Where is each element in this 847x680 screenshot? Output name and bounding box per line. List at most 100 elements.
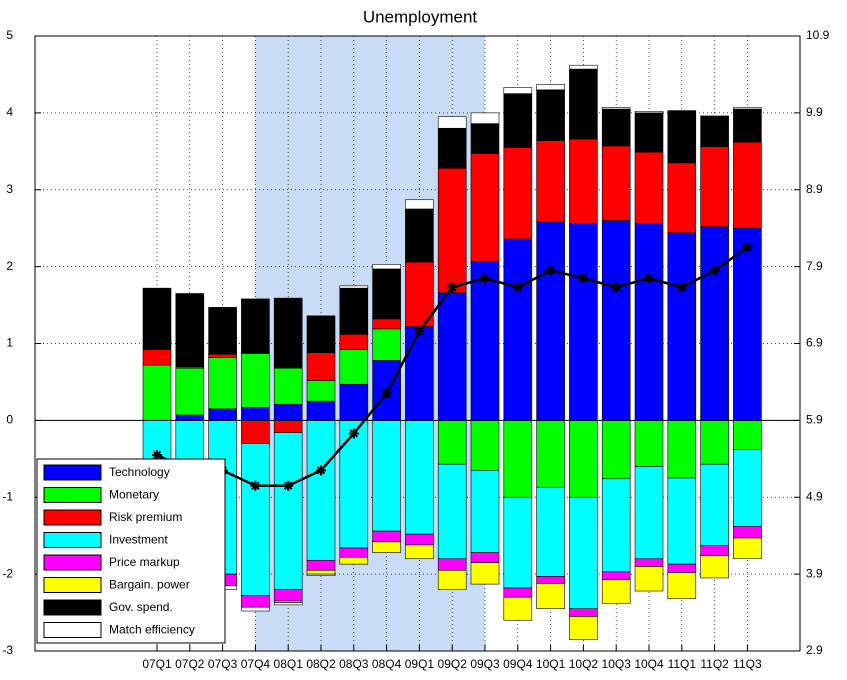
bar-segment [470,112,500,124]
bar-segment [536,576,565,584]
bar-segment [700,545,729,556]
marker [381,388,392,399]
bar-segment [733,227,762,421]
bar-segment [437,292,467,421]
x-tick-label: 09Q1 [405,657,435,671]
bar-segment [175,293,205,367]
x-tick-label: 08Q4 [372,657,402,671]
bar-segment [372,530,401,543]
bar-segment [569,138,598,224]
bar-segment [339,547,369,558]
bar-segment [208,408,237,421]
marker [414,326,425,337]
bar-segment [634,466,664,560]
marker [316,465,326,476]
marker [578,273,589,284]
bar-segment [601,478,631,573]
bar-segment [142,287,172,350]
bar-segment [306,569,336,575]
marker [512,282,523,293]
bar-segment [667,572,697,600]
x-tick-label: 10Q1 [536,657,566,671]
bar-segment [273,420,303,433]
bar-segment [437,116,467,129]
bar-segment [503,420,533,498]
bar-segment [273,602,303,606]
bar-segment [503,87,533,94]
bar-segment [536,140,565,223]
bar-segment [306,573,336,576]
bar-segment [601,107,631,110]
legend-label: Monetary [109,488,159,502]
bar-segment [569,496,598,610]
bar-segment [339,285,369,289]
y-tick-label: 3 [6,182,13,196]
bar-segment [306,420,336,561]
bar-segment [601,420,631,480]
bar-segment [142,364,172,421]
bar-segment [175,414,205,421]
bar-segment [503,147,533,240]
legend-label: Bargain. power [109,578,190,592]
bar-segment [569,608,598,617]
bar-segment [667,420,697,479]
bar-segment [601,579,631,604]
legend-swatch [43,622,102,638]
x-tick-label: 09Q3 [470,657,500,671]
bar-segment [503,587,533,598]
bar-segment [733,537,762,560]
bar-segment [733,141,762,229]
bar-segment [437,569,467,590]
bar-segment [273,432,303,590]
legend-label: Match efficiency [109,623,195,637]
bar-segment [372,268,401,320]
bar-segment [536,420,565,488]
bar-segment [667,232,697,421]
x-tick-label: 09Q4 [503,657,533,671]
y-tick-label: 2 [6,259,13,273]
bar-segment [306,380,336,402]
bar-segment [208,357,237,410]
bar-segment [700,146,729,227]
bar-segment [437,167,467,294]
bar-segment [634,420,664,467]
y-tick-label: -1 [2,489,13,503]
y-tick-label: 5 [6,28,13,42]
bar-segment [437,463,467,560]
bar-segment [339,349,369,385]
x-tick-label: 09Q2 [438,657,468,671]
legend-swatch [43,487,102,503]
bar-segment [437,127,467,169]
y-tick-label: -2 [2,566,13,580]
bar-segment [733,526,762,539]
y2-tick-label: 7.9 [806,259,823,273]
bar-segment [405,533,434,546]
marker [152,449,162,460]
marker [676,282,687,293]
bar-segment [700,420,729,465]
x-tick-label: 11Q1 [668,657,697,671]
bar-segment [208,307,237,355]
bar-segment [241,606,270,612]
bar-segment [634,566,664,592]
bar-segment [470,552,500,563]
bar-segment [700,226,729,421]
x-tick-label: 07Q4 [241,657,271,671]
bar-segment [569,223,598,421]
legend-swatch [43,577,102,593]
bar-segment [273,367,303,405]
marker [480,273,490,284]
bar-segment [405,199,434,210]
bar-segment [536,89,565,141]
y2-tick-label: 2.9 [806,643,823,657]
bar-segment [470,470,500,553]
bar-segment [700,115,729,147]
bar-segment [700,555,729,579]
bar-segment [667,563,697,573]
bar-segment [175,367,205,416]
legend-swatch [43,532,102,548]
bar-segment [700,463,729,546]
bar-segment [241,443,270,596]
bar-segment [601,220,631,421]
bar-segment [405,420,434,535]
